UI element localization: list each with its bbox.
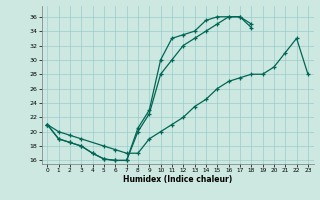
X-axis label: Humidex (Indice chaleur): Humidex (Indice chaleur) [123, 175, 232, 184]
